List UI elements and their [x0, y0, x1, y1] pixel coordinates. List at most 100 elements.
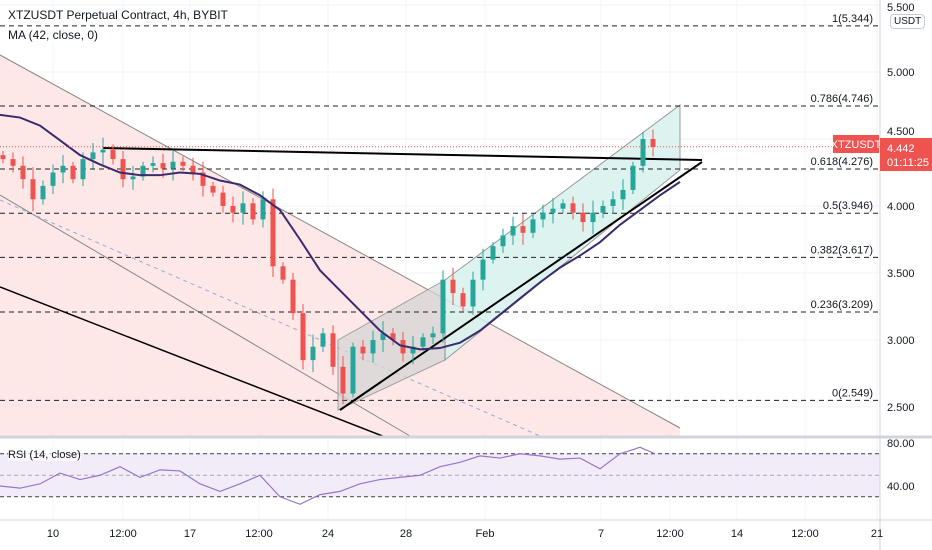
candle [380, 333, 386, 340]
ma-legend[interactable]: MA (42, close, 0) [8, 28, 99, 42]
time-tick: 10 [47, 528, 59, 540]
rsi-line [0, 446, 656, 505]
rsi-band [0, 453, 880, 497]
time-tick: 28 [400, 528, 412, 540]
candle [330, 333, 336, 367]
time-axis[interactable]: 10 12:00 17 12:00 24 28 Feb 7 12:00 14 12:00 21 [47, 528, 883, 540]
candle [530, 219, 536, 233]
time-tick: 12:00 [791, 528, 819, 540]
price-tick: 3.500 [887, 268, 915, 280]
candle [130, 176, 136, 180]
candle [580, 212, 586, 223]
candle [320, 333, 326, 347]
trendline-support[interactable] [339, 161, 703, 411]
candle [540, 212, 546, 220]
candle [410, 346, 416, 354]
candle [470, 279, 476, 307]
candle [40, 185, 46, 200]
candle [140, 165, 146, 177]
svg-text:01:11:25: 01:11:25 [887, 157, 929, 169]
candle [240, 203, 246, 213]
candle [0, 155, 6, 160]
fib-label: 1(5.344) [832, 13, 873, 25]
time-tick: 24 [322, 528, 334, 540]
candle [450, 279, 456, 294]
svg-text:XTZUSDT: XTZUSDT [831, 139, 882, 151]
time-tick: 17 [184, 528, 196, 540]
fib-label: 0(2.549) [832, 387, 873, 399]
candle [50, 172, 56, 186]
price-tick: 5.000 [887, 67, 915, 79]
fib-label: 0.236(3.209) [811, 299, 873, 311]
candle [210, 185, 216, 193]
candle [180, 161, 186, 166]
candle [520, 226, 526, 233]
candle [300, 313, 306, 361]
fib-label: 0.5(3.946) [823, 200, 873, 212]
time-tick: 12:00 [245, 528, 273, 540]
candle [390, 333, 396, 340]
candle [590, 212, 596, 223]
candle [200, 172, 206, 186]
candle [420, 337, 426, 347]
candle [490, 246, 496, 260]
time-tick: 12:00 [656, 528, 684, 540]
channel-median [0, 199, 541, 437]
rsi-legend[interactable]: RSI (14, close) [8, 449, 81, 461]
time-tick: 14 [731, 528, 743, 540]
price-tick: 3.000 [887, 335, 915, 347]
candle [90, 152, 96, 160]
candles [0, 129, 656, 405]
candle [550, 208, 556, 213]
candle [70, 165, 76, 180]
trendline-lower-left[interactable] [0, 286, 386, 438]
fib-levels[interactable]: 1(5.344) 0.786(4.746) 0.618(4.276) 0.5(3.94… [0, 13, 880, 401]
candle [120, 159, 126, 180]
candle [460, 293, 466, 307]
candle [110, 149, 116, 160]
candle [170, 161, 176, 169]
candle [630, 165, 636, 190]
candle [260, 199, 266, 220]
currency-button[interactable]: USDT [890, 14, 926, 29]
candle [60, 165, 66, 173]
price-axis[interactable]: 5.500 5.000 4.500 4.000 3.500 3.000 2.500 [887, 2, 915, 414]
candle [270, 199, 276, 267]
time-tick: 7 [598, 528, 604, 540]
fib-label: 0.382(3.617) [811, 244, 873, 256]
candle [480, 259, 486, 280]
price-tick: 2.500 [887, 402, 915, 414]
candle [290, 279, 296, 314]
candle [620, 189, 626, 200]
candle [500, 235, 506, 247]
rsi-tick: 80.00 [887, 438, 915, 450]
candle [310, 346, 316, 361]
candle [650, 139, 656, 148]
svg-text:4.442: 4.442 [887, 143, 915, 155]
symbol-price-marker: XTZUSDT [831, 135, 882, 153]
price-tick: 5.500 [887, 2, 915, 14]
candle [350, 346, 356, 394]
candle [370, 340, 376, 354]
descending-channel-top [0, 54, 681, 429]
fib-label: 0.618(4.276) [811, 156, 873, 168]
candle [440, 279, 446, 334]
candle [280, 266, 286, 280]
price-tick: 4.500 [887, 126, 915, 138]
time-tick: Feb [476, 528, 495, 540]
candle [570, 203, 576, 213]
candle [250, 203, 256, 220]
candle [80, 159, 86, 180]
candle [160, 163, 166, 169]
candle [360, 346, 366, 354]
candle [430, 333, 436, 338]
candle [20, 165, 26, 180]
candle [150, 163, 156, 166]
symbol-title[interactable]: XTZUSDT Perpetual Contract, 4h, BYBIT [8, 8, 228, 22]
trendline-resistance[interactable] [102, 147, 703, 161]
candle [190, 165, 196, 173]
candle [600, 206, 606, 213]
candle [640, 139, 646, 166]
candle [610, 199, 616, 206]
